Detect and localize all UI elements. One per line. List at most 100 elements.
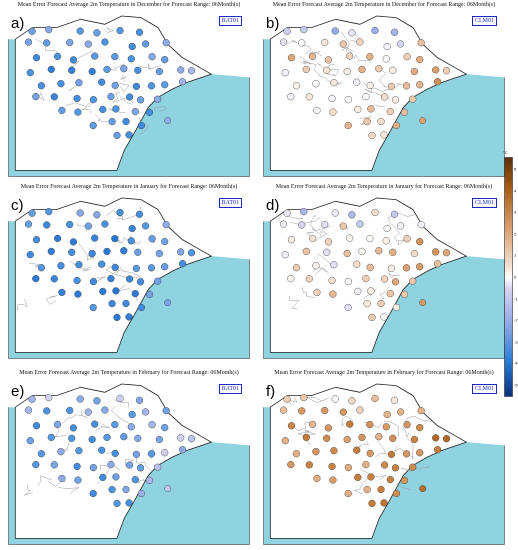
station-marker xyxy=(344,303,352,312)
station-marker xyxy=(103,247,111,256)
station-marker xyxy=(328,94,336,103)
station-marker xyxy=(125,499,133,507)
station-marker xyxy=(89,489,97,498)
station-marker xyxy=(298,39,306,47)
station-marker xyxy=(339,40,347,48)
station-marker xyxy=(371,208,379,217)
station-marker xyxy=(312,80,320,88)
colorbar-tick-label: -2 xyxy=(514,317,518,323)
island-station-marker xyxy=(164,299,172,307)
station-marker xyxy=(108,485,116,494)
station-marker xyxy=(330,447,338,455)
station-marker xyxy=(91,234,99,242)
station-marker xyxy=(116,26,124,35)
station-marker xyxy=(179,260,187,268)
station-marker xyxy=(344,489,352,498)
station-marker xyxy=(281,251,289,259)
station-marker xyxy=(409,95,417,103)
station-marker xyxy=(300,26,308,34)
station-marker xyxy=(409,277,417,285)
station-marker xyxy=(292,450,301,458)
station-marker xyxy=(366,449,374,458)
station-marker xyxy=(111,263,119,272)
station-marker xyxy=(37,264,46,272)
station-marker xyxy=(145,108,154,117)
station-marker xyxy=(47,433,55,442)
province-border xyxy=(139,117,149,136)
province-border xyxy=(401,465,430,471)
station-marker xyxy=(125,131,133,139)
station-marker xyxy=(37,82,46,90)
station-marker xyxy=(24,220,33,228)
colorbar-tick-label: 1 xyxy=(514,252,517,258)
panel-title: Mean Error Forecast Average 2m Temperatu… xyxy=(17,2,241,8)
province-border xyxy=(383,420,400,437)
station-marker xyxy=(76,27,84,35)
panel-title: Mean Error Forecast Average 2m Temperatu… xyxy=(19,370,239,376)
station-marker xyxy=(363,299,371,308)
station-marker xyxy=(84,222,92,230)
station-marker xyxy=(24,406,33,414)
station-marker xyxy=(387,264,395,273)
province-border xyxy=(290,217,321,226)
station-marker xyxy=(300,394,308,402)
station-marker xyxy=(128,410,136,419)
station-marker xyxy=(179,446,187,454)
station-marker xyxy=(108,299,116,308)
island-station-marker xyxy=(164,117,172,125)
station-marker xyxy=(339,222,347,230)
station-marker xyxy=(391,278,400,286)
station-marker xyxy=(356,38,364,46)
station-marker xyxy=(26,437,34,445)
station-marker xyxy=(375,433,383,441)
station-marker xyxy=(53,234,62,243)
province-border xyxy=(17,299,28,312)
island-station-marker xyxy=(419,117,427,125)
station-marker xyxy=(382,55,390,63)
station-marker xyxy=(403,53,411,61)
map-svg xyxy=(263,379,505,545)
province-border xyxy=(35,38,59,54)
station-marker xyxy=(383,42,391,51)
station-marker xyxy=(362,92,370,101)
island-station-marker xyxy=(164,485,172,493)
province-border xyxy=(112,91,123,103)
station-marker xyxy=(313,106,321,115)
station-marker xyxy=(161,263,169,271)
station-marker xyxy=(32,54,41,62)
station-marker xyxy=(37,450,46,458)
map-panel: Mean Error Forecast Average 2m Temperatu… xyxy=(259,2,509,180)
station-marker xyxy=(154,95,162,103)
station-marker xyxy=(75,79,83,87)
station-marker xyxy=(302,65,310,74)
station-marker xyxy=(366,263,374,272)
station-marker xyxy=(142,408,150,416)
map-panel: Mean Error Forecast Average 2m Temperatu… xyxy=(259,370,509,548)
station-marker xyxy=(362,460,370,469)
station-marker xyxy=(112,105,120,113)
station-marker xyxy=(50,93,58,101)
station-marker xyxy=(389,434,397,442)
colorbar xyxy=(504,157,513,397)
station-marker xyxy=(432,248,440,256)
station-marker xyxy=(409,463,417,471)
station-marker xyxy=(120,247,128,255)
station-marker xyxy=(356,406,364,414)
station-marker xyxy=(28,209,36,217)
station-marker xyxy=(125,275,134,283)
station-marker xyxy=(417,221,425,229)
model-badge: CLM01 xyxy=(471,384,497,394)
station-marker xyxy=(28,395,36,403)
station-marker xyxy=(389,66,397,74)
station-marker xyxy=(120,65,128,73)
province-border xyxy=(136,456,153,473)
province-border xyxy=(406,437,414,460)
station-marker xyxy=(107,460,115,469)
station-marker xyxy=(111,234,119,243)
station-marker xyxy=(111,449,119,458)
station-marker xyxy=(348,29,356,37)
station-marker xyxy=(380,461,389,469)
station-marker xyxy=(346,420,354,428)
station-marker xyxy=(127,423,135,431)
station-marker xyxy=(279,38,288,46)
